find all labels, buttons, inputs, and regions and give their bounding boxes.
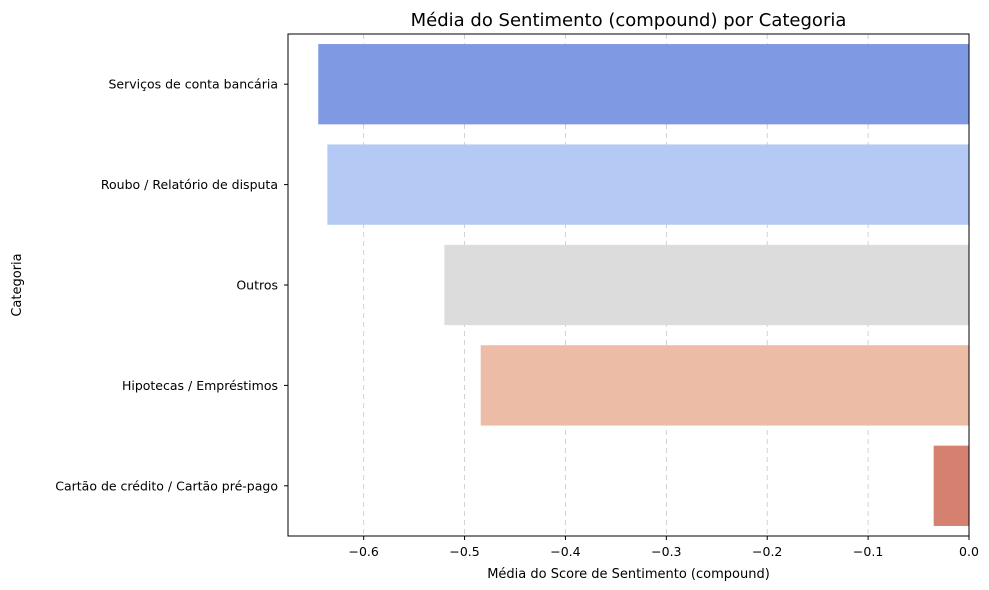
y-axis-ticks: Serviços de conta bancária Roubo / Relató… [55,77,288,493]
bar [327,144,969,225]
x-tick-label: −0.5 [449,544,479,559]
x-tick-label: 0.0 [959,544,979,559]
y-axis-label: Categoria [10,253,25,316]
x-tick-label: −0.6 [348,544,378,559]
bars [318,44,969,526]
y-tick-label: Roubo / Relatório de disputa [101,177,278,192]
x-axis-ticks: −0.6 −0.5 −0.4 −0.3 −0.2 −0.1 0.0 [348,536,979,559]
bar [318,44,969,125]
bar [480,345,969,426]
y-tick-label: Hipotecas / Empréstimos [122,378,278,393]
x-tick-label: −0.2 [752,544,782,559]
y-tick-label: Serviços de conta bancária [108,77,278,92]
x-axis-label: Média do Score de Sentimento (compound) [487,567,770,582]
y-tick-label: Cartão de crédito / Cartão pré-pago [55,478,278,493]
x-tick-label: −0.3 [651,544,681,559]
bar [444,244,969,326]
bar [933,445,969,526]
x-tick-label: −0.4 [550,544,580,559]
y-tick-label: Outros [236,278,278,293]
chart-title: Média do Sentimento (compound) por Categ… [411,10,847,31]
x-tick-label: −0.1 [853,544,883,559]
